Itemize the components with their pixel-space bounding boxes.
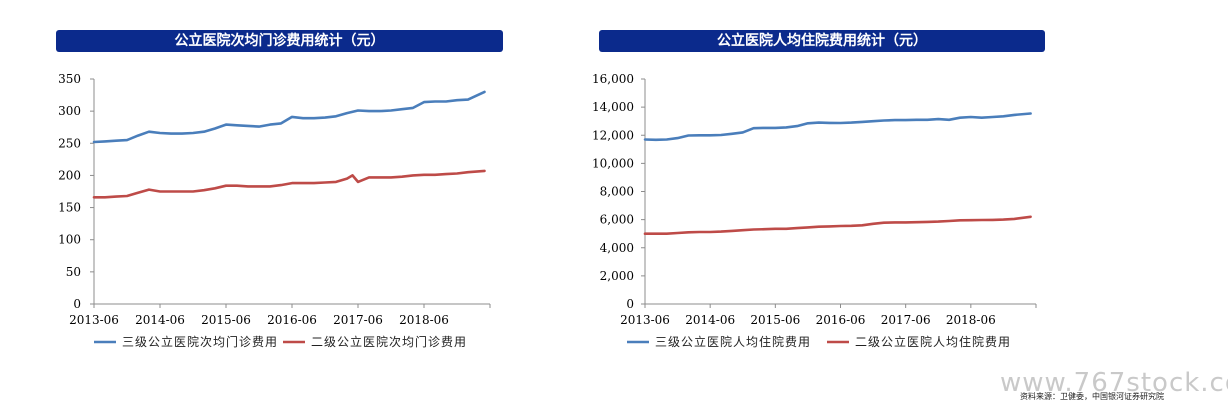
y-tick-label: 300 — [58, 104, 81, 118]
y-tick-label: 350 — [58, 72, 81, 86]
chart-panel-outpatient: 公立医院次均门诊费用统计（元） 0 50 100 150 200 250 300 350 201… — [56, 30, 503, 349]
y-tick-label: 100 — [58, 233, 81, 247]
series-line-tier3 — [643, 112, 1032, 142]
y-tick-label: 4,000 — [600, 241, 634, 255]
series-line-tier2 — [643, 215, 1032, 235]
y-tick-label: 150 — [58, 201, 81, 215]
x-tick-label: 2015-06 — [201, 313, 251, 327]
x-tick-label: 2017-06 — [881, 313, 931, 327]
y-tick-label: 200 — [58, 168, 81, 182]
outpatient-cost-chart: 0 50 100 150 200 250 300 350 2013-06 2014-06 2015-… — [58, 72, 491, 349]
legend-label: 二级公立医院人均住院费用 — [855, 334, 1011, 349]
y-tick-label: 14,000 — [592, 100, 634, 114]
legend-label: 二级公立医院次均门诊费用 — [311, 334, 467, 349]
x-tick-label: 2013-06 — [620, 313, 670, 327]
x-tick-label: 2016-06 — [816, 313, 866, 327]
y-tick-label: 12,000 — [592, 128, 634, 142]
y-tick-label: 250 — [58, 136, 81, 150]
x-tick-label: 2018-06 — [399, 313, 449, 327]
y-tick-label: 6,000 — [600, 213, 634, 227]
chart-title-inpatient: 公立医院人均住院费用统计（元） — [599, 30, 1045, 52]
x-tick-label: 2017-06 — [333, 313, 383, 327]
legend-label: 三级公立医院次均门诊费用 — [122, 334, 278, 349]
x-tick-label: 2018-06 — [946, 313, 996, 327]
chart-title-outpatient: 公立医院次均门诊费用统计（元） — [56, 30, 503, 52]
x-tick-label: 2014-06 — [685, 313, 735, 327]
legend-label: 三级公立医院人均住院费用 — [655, 334, 811, 349]
x-tick-label: 2015-06 — [750, 313, 800, 327]
y-tick-label: 2,000 — [600, 269, 634, 283]
x-tick-label: 2014-06 — [135, 313, 185, 327]
x-tick-label: 2013-06 — [69, 313, 119, 327]
y-tick-label: 0 — [626, 297, 634, 311]
y-tick-label: 8,000 — [600, 185, 634, 199]
series-line-tier3 — [92, 90, 486, 144]
source-note: 资料来源：卫健委，中国银河证券研究院 — [1020, 392, 1164, 401]
x-tick-label: 2016-06 — [267, 313, 317, 327]
y-tick-label: 10,000 — [592, 156, 634, 170]
watermark: www.767stock.com — [1000, 368, 1228, 398]
y-tick-label: 50 — [66, 265, 81, 279]
y-tick-label: 0 — [73, 297, 81, 311]
series-line-tier2 — [92, 169, 486, 199]
y-tick-label: 16,000 — [592, 72, 634, 86]
